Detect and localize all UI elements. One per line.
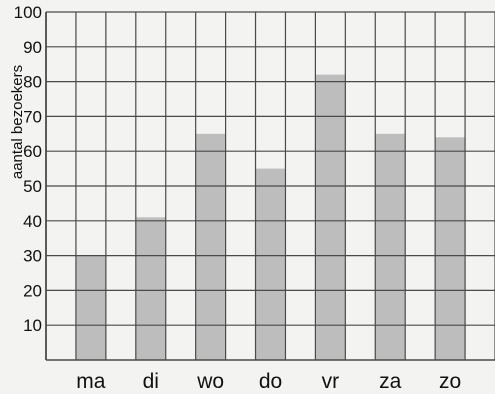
- y-tick-label: 20: [23, 281, 42, 300]
- bar-di: [135, 217, 166, 360]
- y-tick-labels: 10 20 30 40 50 60 70 80 90 100: [14, 3, 42, 335]
- x-category-label: di: [143, 370, 159, 393]
- x-category-label: za: [379, 370, 402, 393]
- y-tick-label: 40: [23, 212, 42, 231]
- bar-ma: [75, 255, 106, 360]
- y-tick-label: 60: [23, 142, 42, 161]
- grid-layer: [45, 11, 495, 361]
- y-tick-label: 30: [23, 247, 42, 266]
- x-category-label: ma: [76, 370, 105, 393]
- y-tick-label: 70: [23, 107, 42, 126]
- bar-za: [375, 133, 406, 360]
- bar-zo: [435, 137, 466, 360]
- x-category-labels: ma di wo do vr za zo: [76, 370, 461, 393]
- x-category-label: zo: [439, 370, 461, 393]
- y-axis-label: aantal bezoekers: [9, 65, 26, 179]
- bars-layer: [75, 74, 466, 360]
- bar-do: [255, 168, 286, 360]
- x-category-label: do: [259, 370, 282, 393]
- x-category-label: vr: [322, 370, 340, 393]
- y-tick-label: 100: [14, 3, 42, 22]
- y-tick-label: 50: [23, 177, 42, 196]
- x-category-label: wo: [196, 370, 224, 393]
- y-tick-label: 10: [23, 316, 42, 335]
- y-tick-label: 90: [23, 38, 42, 57]
- y-tick-label: 80: [23, 73, 42, 92]
- bar-vr: [315, 74, 346, 360]
- bar-wo: [195, 133, 226, 360]
